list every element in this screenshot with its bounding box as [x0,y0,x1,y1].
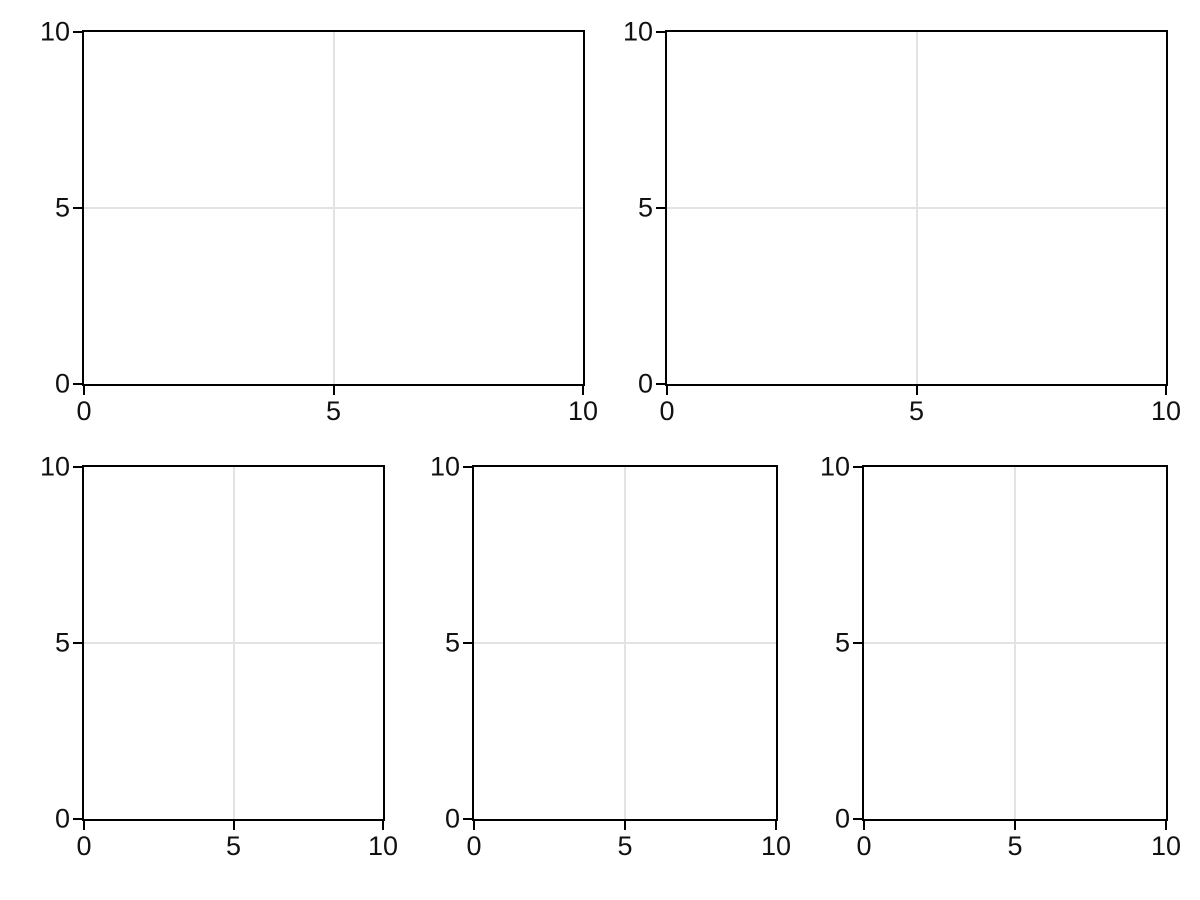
x-tick-label-5: 5 [1007,831,1023,861]
x-tick-mark-0 [473,821,475,830]
y-tick-label-5: 5 [444,627,460,658]
y-tick-label-5: 5 [54,192,70,223]
x-tick-label-10: 10 [760,831,792,861]
y-tick-mark-10 [463,466,472,468]
x-tick-label-10: 10 [1150,831,1182,861]
x-tick-mark-0 [83,821,85,830]
subplot-bottom-right: 0 5 10 10 5 0 [820,453,1181,860]
y-tick-label-0: 0 [444,803,460,834]
y-tick-label-0: 0 [54,803,70,834]
gridline-horizontal-y5 [864,642,1166,644]
x-tick-label-10: 10 [567,396,599,426]
x-tick-label-10: 10 [1150,396,1182,426]
y-tick-mark-0 [463,818,472,820]
x-tick-label-0: 0 [856,831,872,861]
y-tick-mark-0 [73,818,82,820]
x-tick-label-0: 0 [659,396,675,426]
y-tick-mark-10 [853,466,862,468]
subplot-bottom-middle: 0 5 10 10 5 0 [430,453,791,860]
y-tick-mark-0 [656,383,665,385]
x-tick-label-5: 5 [908,396,925,426]
y-tick-label-5: 5 [637,192,653,223]
y-tick-label-0: 0 [54,368,70,399]
x-tick-label-0: 0 [76,396,92,426]
x-tick-mark-0 [666,386,668,395]
y-tick-mark-0 [853,818,862,820]
gridline-horizontal-y5 [84,207,583,209]
y-tick-label-5: 5 [54,627,70,658]
x-tick-label-5: 5 [225,831,242,861]
x-tick-mark-10 [1165,386,1167,395]
y-tick-label-10: 10 [39,451,70,482]
y-tick-mark-5 [656,207,665,209]
subplot-top-right: 0 5 10 10 5 0 [623,18,1181,425]
y-tick-label-10: 10 [39,16,70,47]
y-tick-mark-10 [73,466,82,468]
x-tick-mark-5 [915,386,918,395]
x-tick-mark-10 [582,386,584,395]
x-tick-mark-10 [775,821,777,830]
gridline-horizontal-y5 [84,642,383,644]
y-tick-label-10: 10 [429,451,460,482]
y-tick-mark-10 [656,31,665,33]
x-tick-mark-5 [332,386,335,395]
x-tick-label-0: 0 [76,831,92,861]
y-tick-mark-5 [73,207,82,209]
x-tick-mark-5 [624,821,626,830]
y-tick-mark-5 [853,642,862,644]
y-tick-label-10: 10 [622,16,653,47]
x-tick-mark-0 [83,386,85,395]
x-tick-mark-0 [863,821,865,830]
y-tick-mark-0 [73,383,82,385]
x-tick-label-10: 10 [367,831,399,861]
x-tick-mark-10 [382,821,384,830]
y-tick-label-10: 10 [819,451,850,482]
y-tick-mark-5 [73,642,82,644]
x-tick-label-5: 5 [617,831,633,861]
subplot-bottom-left: 0 5 10 10 5 0 [40,453,398,860]
subplot-top-left: 0 5 10 10 5 0 [40,18,598,425]
y-tick-mark-5 [463,642,472,644]
y-tick-label-5: 5 [834,627,850,658]
x-tick-mark-10 [1165,821,1167,830]
gridline-horizontal-y5 [474,642,776,644]
x-tick-mark-5 [232,821,235,830]
x-tick-label-0: 0 [466,831,482,861]
y-tick-label-0: 0 [637,368,653,399]
y-tick-label-0: 0 [834,803,850,834]
x-tick-label-5: 5 [325,396,342,426]
y-tick-mark-10 [73,31,82,33]
gridline-horizontal-y5 [667,207,1166,209]
x-tick-mark-5 [1014,821,1016,830]
